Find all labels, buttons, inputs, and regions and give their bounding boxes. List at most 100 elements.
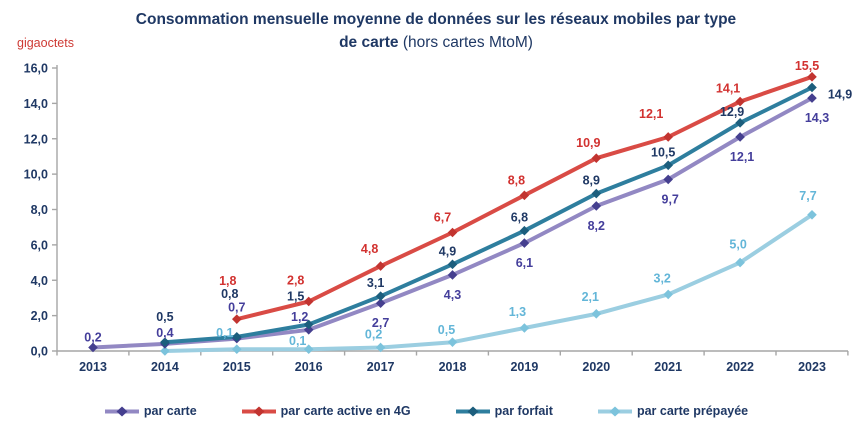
series-marker-0 xyxy=(735,257,745,268)
series-marker-0 xyxy=(663,289,673,300)
y-axis-tick-label: 0,0 xyxy=(31,345,48,359)
y-axis-tick-label: 16,0 xyxy=(24,62,48,76)
data-label-1: 0,2 xyxy=(84,330,101,344)
data-label-2: 6,8 xyxy=(511,211,528,225)
series-marker-1 xyxy=(591,201,602,211)
legend-label: par carte xyxy=(143,404,197,418)
y-axis-tick-label: 12,0 xyxy=(24,132,48,146)
y-axis-tick-label: 14,0 xyxy=(24,97,48,111)
series-marker-2 xyxy=(232,332,242,342)
data-label-3: 8,8 xyxy=(508,173,525,187)
legend-label: par forfait xyxy=(494,404,553,418)
series-marker-0 xyxy=(303,344,314,355)
y-axis-tick-label: 6,0 xyxy=(31,238,48,252)
series-marker-2 xyxy=(735,118,745,128)
data-label-3: 12,1 xyxy=(639,107,663,121)
x-axis-category-label: 2015 xyxy=(223,360,251,374)
series-marker-3 xyxy=(663,132,673,142)
data-label-3: 15,5 xyxy=(795,59,819,73)
x-axis-category-label: 2014 xyxy=(151,360,179,374)
legend-label: par carte prépayée xyxy=(636,404,749,418)
data-label-0: 0,2 xyxy=(365,327,382,341)
data-label-1: 0,4 xyxy=(156,326,173,340)
x-axis-category-label: 2017 xyxy=(367,360,395,374)
series-marker-1 xyxy=(447,270,458,280)
x-axis-category-label: 2020 xyxy=(582,360,610,374)
series-marker-3 xyxy=(375,261,386,271)
legend-marker-icon xyxy=(104,406,139,416)
chart-title: Consommation mensuelle moyenne de donnée… xyxy=(30,8,842,55)
data-label-3: 4,8 xyxy=(361,242,378,256)
chart-title-line2: de carte (hors cartes MtoM) xyxy=(339,34,533,52)
data-label-1: 2,7 xyxy=(372,316,389,330)
x-axis-category-label: 2018 xyxy=(439,360,467,374)
series-marker-2 xyxy=(375,291,386,301)
series-marker-3 xyxy=(303,296,314,307)
series-marker-1 xyxy=(375,298,386,309)
legend-item: par carte prépayée xyxy=(597,404,748,418)
y-axis-tick-label: 10,0 xyxy=(24,168,48,182)
series-marker-3 xyxy=(232,314,242,324)
data-label-0: 5,0 xyxy=(729,238,746,252)
series-marker-0 xyxy=(447,337,458,347)
x-axis-category-label: 2016 xyxy=(295,360,323,374)
legend-item: par carte active en 4G xyxy=(241,404,411,418)
series-marker-0 xyxy=(375,342,386,353)
series-line-1 xyxy=(92,96,813,350)
data-label-0: 0,1 xyxy=(216,326,233,340)
data-label-1: 9,7 xyxy=(662,192,679,206)
data-label-3: 1,8 xyxy=(219,274,236,288)
data-label-3: 14,1 xyxy=(716,82,740,96)
series-line-2 xyxy=(164,85,813,345)
data-label-2: 3,1 xyxy=(367,276,384,290)
data-label-1: 0,7 xyxy=(228,301,245,315)
legend-item: par carte xyxy=(104,404,197,418)
x-axis-category-label: 2013 xyxy=(79,360,107,374)
y-axis-tick-label: 4,0 xyxy=(31,274,48,288)
data-label-2: 14,9 xyxy=(828,87,852,101)
series-marker-1 xyxy=(88,342,98,353)
x-axis-category-label: 2023 xyxy=(798,360,826,374)
series-marker-1 xyxy=(807,93,817,103)
series-marker-1 xyxy=(735,132,745,142)
series-marker-3 xyxy=(591,153,602,164)
series-marker-0 xyxy=(232,344,242,355)
series-marker-1 xyxy=(663,174,673,185)
series-marker-2 xyxy=(591,188,602,199)
series-line-0 xyxy=(164,213,814,353)
data-label-2: 8,9 xyxy=(583,174,600,188)
data-label-1: 4,3 xyxy=(444,288,461,302)
x-axis-category-label: 2022 xyxy=(726,360,754,374)
data-label-0: 2,1 xyxy=(582,290,599,304)
series-marker-3 xyxy=(735,96,745,107)
legend-label: par carte active en 4G xyxy=(280,404,411,418)
data-label-2: 0,8 xyxy=(221,287,238,301)
series-marker-2 xyxy=(160,337,170,347)
data-label-1: 8,2 xyxy=(588,219,605,233)
data-label-2: 0,5 xyxy=(156,310,173,324)
data-label-2: 4,9 xyxy=(439,244,456,258)
series-marker-0 xyxy=(591,309,602,319)
data-label-0: 7,7 xyxy=(799,189,816,203)
data-label-0: 1,3 xyxy=(509,305,526,319)
data-label-0: 0,5 xyxy=(438,323,455,337)
chart-title-line1: Consommation mensuelle moyenne de donnée… xyxy=(135,11,737,28)
legend-item: par forfait xyxy=(455,404,553,418)
data-label-1: 14,3 xyxy=(805,111,829,125)
y-axis-tick-label: 2,0 xyxy=(31,309,48,323)
series-marker-0 xyxy=(519,323,530,333)
series-marker-3 xyxy=(807,72,817,82)
data-label-3: 6,7 xyxy=(434,210,451,224)
data-label-2: 12,9 xyxy=(720,105,744,119)
data-label-0: 3,2 xyxy=(654,271,671,285)
data-label-0: 0,1 xyxy=(289,334,306,348)
series-marker-3 xyxy=(519,190,530,201)
series-marker-2 xyxy=(807,82,817,93)
legend-marker-icon xyxy=(241,406,276,416)
series-marker-3 xyxy=(447,227,458,238)
data-label-1: 1,2 xyxy=(291,310,308,324)
series-marker-1 xyxy=(303,324,314,335)
data-label-2: 1,5 xyxy=(287,289,304,303)
